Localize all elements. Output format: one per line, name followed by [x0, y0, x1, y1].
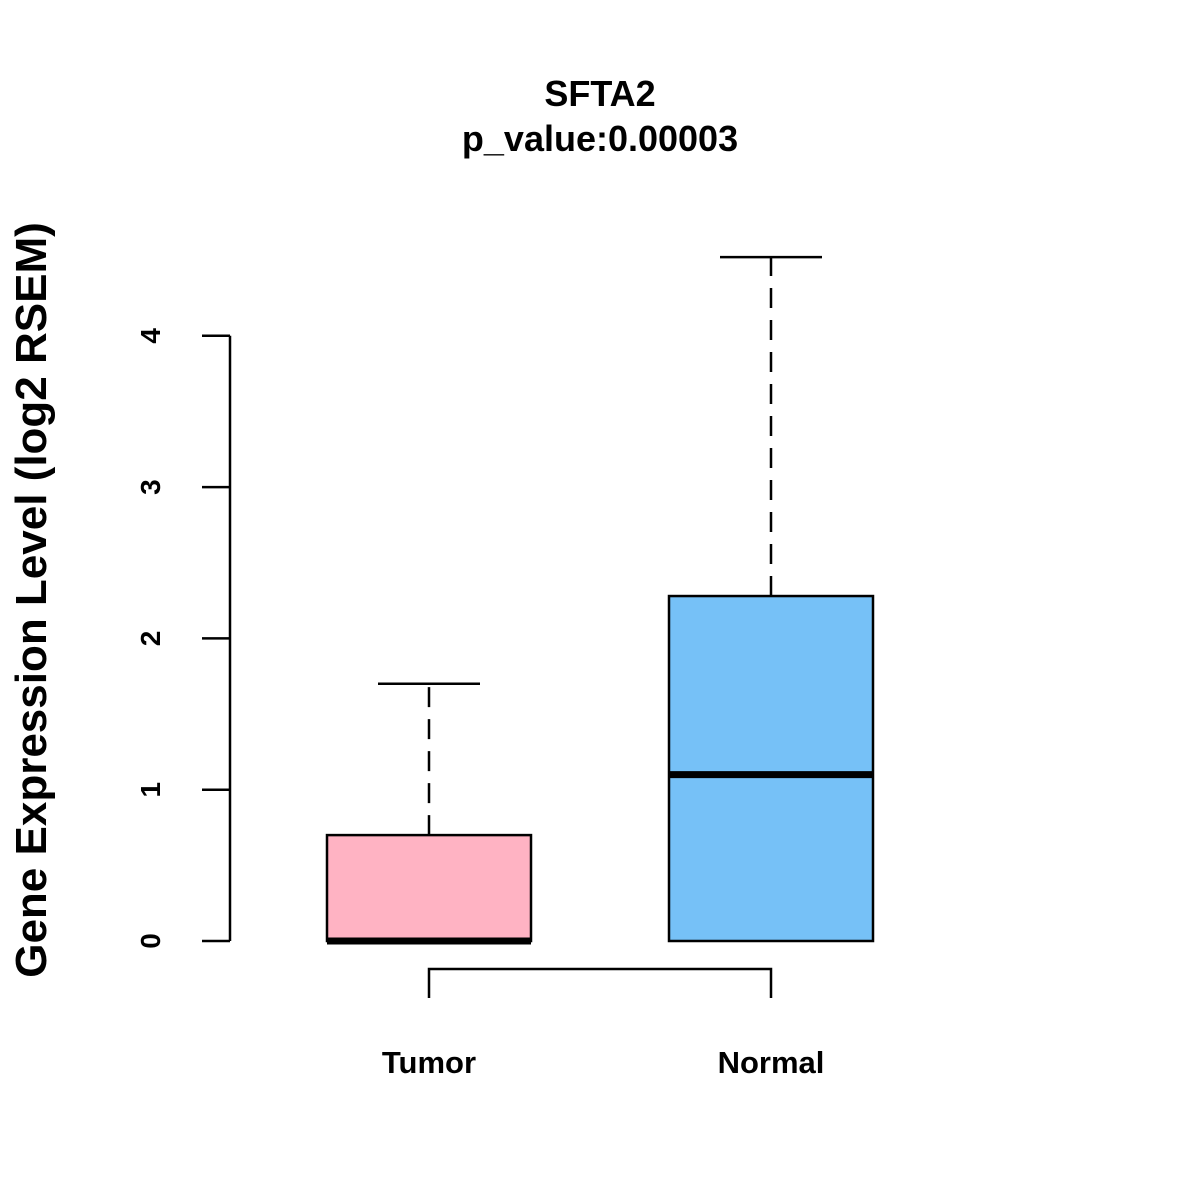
box-rect [667, 594, 875, 943]
y-tick-label-3: 3 [135, 479, 166, 495]
x-category-label-tumor: Tumor [382, 1045, 476, 1080]
bracket-line [427, 967, 773, 998]
box-rect [325, 833, 533, 943]
y-axis: 0 1 2 3 4 [135, 328, 232, 949]
box-normal [667, 255, 875, 943]
chart-subtitle: p_value:0.00003 [462, 118, 738, 159]
y-tick-label-1: 1 [135, 782, 166, 798]
comparison-bracket [427, 967, 773, 998]
y-tick-label-2: 2 [135, 631, 166, 647]
category-labels: Tumor Normal [382, 1045, 824, 1080]
y-tick-label-4: 4 [135, 328, 166, 344]
y-tick-label-0: 0 [135, 933, 166, 949]
chart-title: SFTA2 [544, 73, 655, 114]
x-category-label-normal: Normal [718, 1045, 825, 1080]
boxes [325, 255, 875, 945]
box-tumor [325, 682, 533, 945]
y-axis-label: Gene Expression Level (log2 RSEM) [7, 222, 56, 978]
